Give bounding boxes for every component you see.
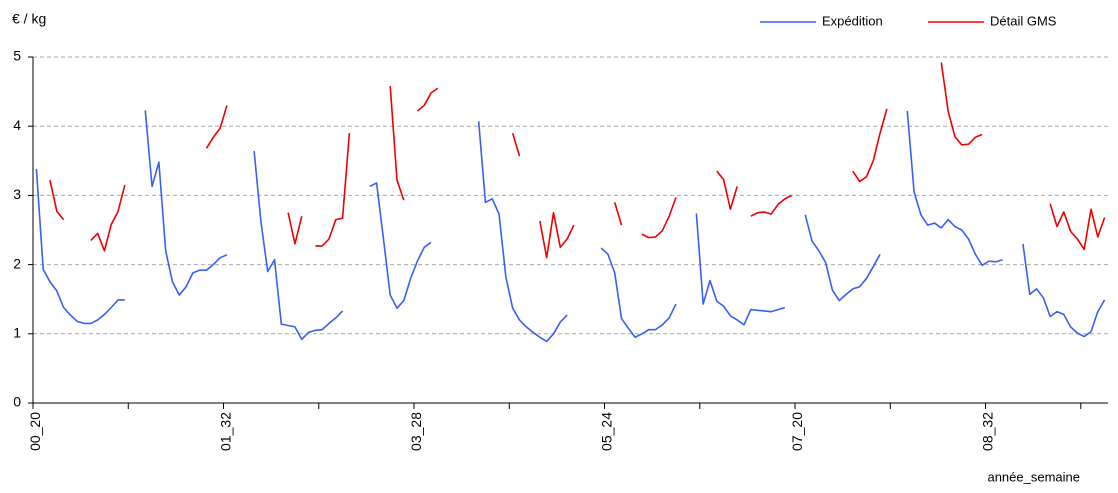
y-tick-label: 5 (13, 48, 21, 64)
y-tick-label: 1 (13, 325, 21, 341)
y-tick-label: 2 (13, 255, 21, 271)
x-tick-label: 00_20 (27, 412, 43, 451)
x-axis-label: année_semaine (987, 469, 1080, 484)
x-tick-label: 01_32 (218, 412, 234, 451)
x-tick-label: 08_32 (980, 412, 996, 451)
y-tick-label: 4 (13, 117, 21, 133)
y-tick-label: 0 (13, 394, 21, 410)
y-axis-label: € / kg (12, 11, 46, 27)
line-series (49, 62, 1106, 259)
y-tick-label: 3 (13, 186, 21, 202)
legend-label: Détail GMS (990, 13, 1057, 28)
legend-label: Expédition (822, 13, 883, 28)
line-series (35, 110, 1106, 343)
x-tick-label: 05_24 (599, 412, 615, 451)
x-tick-label: 07_20 (789, 412, 805, 451)
x-tick-label: 03_28 (408, 412, 424, 451)
